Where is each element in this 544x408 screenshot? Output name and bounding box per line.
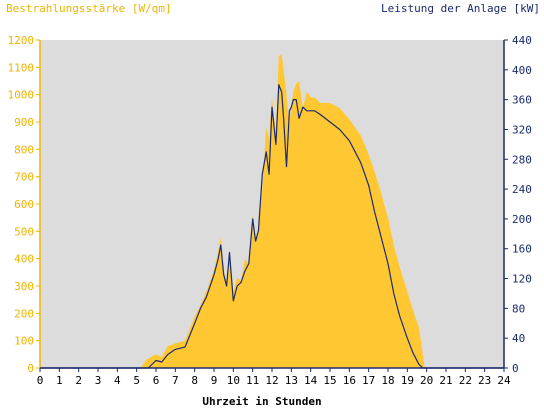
power-line [40, 84, 504, 369]
right-tick-label: 240 [512, 183, 532, 196]
x-tick-label: 20 [420, 374, 433, 387]
x-tick-label: 14 [304, 374, 318, 387]
x-tick-label: 8 [191, 374, 198, 387]
right-tick-label: 120 [512, 273, 532, 286]
right-tick-label: 440 [512, 34, 532, 47]
left-tick-label: 100 [14, 335, 34, 348]
x-tick-label: 22 [459, 374, 472, 387]
x-tick-label: 19 [401, 374, 414, 387]
left-tick-label: 1000 [8, 89, 35, 102]
left-tick-label: 300 [14, 280, 34, 293]
left-axis-ticks: 0 100 200 300 400 500 600 700 800 900 1000 1100 1200 [8, 34, 40, 375]
x-tick-label: 16 [343, 374, 356, 387]
x-tick-label: 9 [211, 374, 218, 387]
series-layer [40, 53, 504, 369]
x-axis-ticks: 0 1 2 3 4 5 6 7 8 9 10 11 12 13 14 15 16 17 18 19 20 21 22 23 24 [37, 368, 511, 387]
left-tick-label: 800 [14, 143, 34, 156]
right-tick-label: 360 [512, 94, 532, 107]
left-tick-label: 500 [14, 225, 34, 238]
left-axis-title: Bestrahlungsstärke [W/qm] [6, 2, 172, 15]
x-tick-label: 13 [285, 374, 298, 387]
x-tick-label: 17 [362, 374, 375, 387]
x-tick-label: 3 [95, 374, 102, 387]
x-tick-label: 21 [439, 374, 452, 387]
left-tick-label: 700 [14, 171, 34, 184]
right-tick-label: 200 [512, 213, 532, 226]
x-tick-label: 15 [323, 374, 336, 387]
left-tick-label: 900 [14, 116, 34, 129]
left-tick-label: 200 [14, 307, 34, 320]
x-tick-label: 5 [133, 374, 140, 387]
x-tick-label: 6 [153, 374, 160, 387]
irradiance-area [40, 53, 504, 368]
left-tick-label: 600 [14, 198, 34, 211]
right-axis-title: Leistung der Anlage [kW] [381, 2, 540, 15]
x-tick-label: 7 [172, 374, 179, 387]
right-tick-label: 320 [512, 123, 532, 136]
x-tick-label: 12 [265, 374, 278, 387]
right-tick-label: 160 [512, 243, 532, 256]
x-tick-label: 1 [56, 374, 63, 387]
x-tick-label: 23 [478, 374, 491, 387]
x-tick-label: 18 [381, 374, 394, 387]
left-tick-label: 1200 [8, 34, 35, 47]
right-tick-label: 40 [512, 332, 525, 345]
right-tick-label: 0 [512, 362, 519, 375]
x-axis-label: Uhrzeit in Stunden [202, 395, 321, 408]
x-tick-label: 24 [497, 374, 511, 387]
left-tick-label: 0 [27, 362, 34, 375]
x-tick-label: 2 [75, 374, 82, 387]
x-tick-label: 11 [246, 374, 259, 387]
right-tick-label: 400 [512, 64, 532, 77]
x-tick-label: 0 [37, 374, 44, 387]
left-tick-label: 400 [14, 253, 34, 266]
left-tick-label: 1100 [8, 61, 35, 74]
x-tick-label: 4 [114, 374, 121, 387]
x-tick-label: 10 [227, 374, 240, 387]
right-tick-label: 280 [512, 153, 532, 166]
right-tick-label: 80 [512, 302, 525, 315]
right-axis-ticks: 0 40 80 120 160 200 240 280 320 360 400 440 [504, 34, 532, 375]
